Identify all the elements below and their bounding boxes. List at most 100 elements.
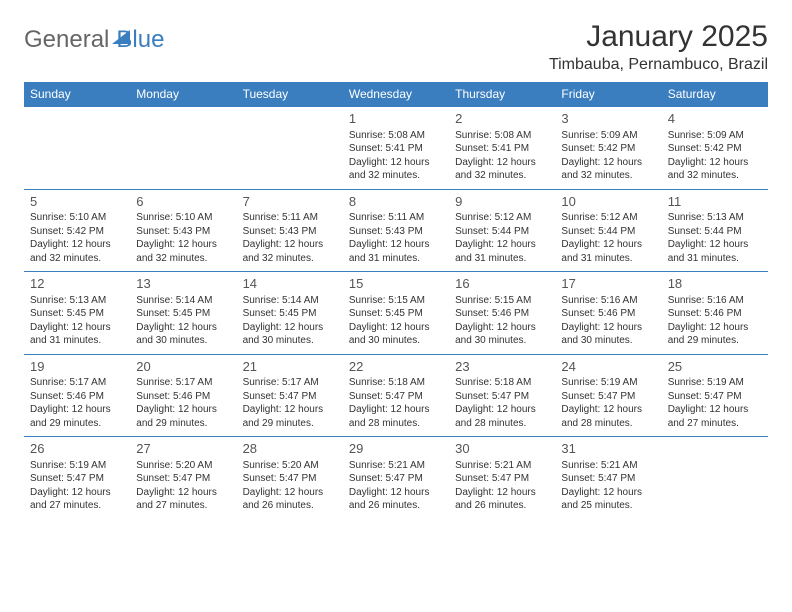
calendar-day-cell: 14Sunrise: 5:14 AMSunset: 5:45 PMDayligh… (237, 272, 343, 355)
sunset-line: Sunset: 5:44 PM (455, 225, 549, 239)
sunrise-line: Sunrise: 5:11 AM (349, 211, 443, 225)
calendar-day-cell: 16Sunrise: 5:15 AMSunset: 5:46 PMDayligh… (449, 272, 555, 355)
daylight-line: Daylight: 12 hours and 30 minutes. (561, 321, 655, 348)
sunrise-line: Sunrise: 5:17 AM (136, 376, 230, 390)
logo: General Blue (24, 20, 164, 54)
day-number: 26 (30, 440, 124, 458)
day-number: 28 (243, 440, 337, 458)
calendar-empty-cell (237, 107, 343, 190)
daylight-line: Daylight: 12 hours and 28 minutes. (349, 403, 443, 430)
day-number: 12 (30, 275, 124, 293)
daylight-line: Daylight: 12 hours and 29 minutes. (668, 321, 762, 348)
sunset-line: Sunset: 5:47 PM (455, 390, 549, 404)
day-number: 24 (561, 358, 655, 376)
day-header: Tuesday (237, 82, 343, 107)
sunset-line: Sunset: 5:43 PM (243, 225, 337, 239)
day-number: 1 (349, 110, 443, 128)
day-number: 21 (243, 358, 337, 376)
daylight-line: Daylight: 12 hours and 26 minutes. (349, 486, 443, 513)
calendar-day-cell: 7Sunrise: 5:11 AMSunset: 5:43 PMDaylight… (237, 189, 343, 272)
calendar-table: SundayMondayTuesdayWednesdayThursdayFrid… (24, 82, 768, 519)
sunrise-line: Sunrise: 5:20 AM (243, 459, 337, 473)
calendar-day-cell: 6Sunrise: 5:10 AMSunset: 5:43 PMDaylight… (130, 189, 236, 272)
day-number: 17 (561, 275, 655, 293)
calendar-day-cell: 22Sunrise: 5:18 AMSunset: 5:47 PMDayligh… (343, 354, 449, 437)
calendar-day-cell: 27Sunrise: 5:20 AMSunset: 5:47 PMDayligh… (130, 437, 236, 519)
calendar-day-cell: 12Sunrise: 5:13 AMSunset: 5:45 PMDayligh… (24, 272, 130, 355)
daylight-line: Daylight: 12 hours and 32 minutes. (349, 156, 443, 183)
calendar-day-cell: 11Sunrise: 5:13 AMSunset: 5:44 PMDayligh… (662, 189, 768, 272)
daylight-line: Daylight: 12 hours and 27 minutes. (136, 486, 230, 513)
day-number: 18 (668, 275, 762, 293)
daylight-line: Daylight: 12 hours and 32 minutes. (668, 156, 762, 183)
day-number: 3 (561, 110, 655, 128)
daylight-line: Daylight: 12 hours and 32 minutes. (561, 156, 655, 183)
sunset-line: Sunset: 5:45 PM (349, 307, 443, 321)
day-header: Wednesday (343, 82, 449, 107)
calendar-day-cell: 10Sunrise: 5:12 AMSunset: 5:44 PMDayligh… (555, 189, 661, 272)
sunset-line: Sunset: 5:44 PM (668, 225, 762, 239)
day-number: 20 (136, 358, 230, 376)
sunset-line: Sunset: 5:42 PM (30, 225, 124, 239)
day-number: 4 (668, 110, 762, 128)
sunrise-line: Sunrise: 5:21 AM (561, 459, 655, 473)
calendar-week-row: 12Sunrise: 5:13 AMSunset: 5:45 PMDayligh… (24, 272, 768, 355)
logo-word2: Blue (116, 26, 164, 54)
sunset-line: Sunset: 5:42 PM (561, 142, 655, 156)
daylight-line: Daylight: 12 hours and 32 minutes. (136, 238, 230, 265)
calendar-day-cell: 24Sunrise: 5:19 AMSunset: 5:47 PMDayligh… (555, 354, 661, 437)
calendar-day-cell: 18Sunrise: 5:16 AMSunset: 5:46 PMDayligh… (662, 272, 768, 355)
sunset-line: Sunset: 5:41 PM (349, 142, 443, 156)
sunrise-line: Sunrise: 5:13 AM (30, 294, 124, 308)
sunrise-line: Sunrise: 5:13 AM (668, 211, 762, 225)
calendar-empty-cell (130, 107, 236, 190)
calendar-day-cell: 17Sunrise: 5:16 AMSunset: 5:46 PMDayligh… (555, 272, 661, 355)
calendar-day-cell: 26Sunrise: 5:19 AMSunset: 5:47 PMDayligh… (24, 437, 130, 519)
calendar-week-row: 1Sunrise: 5:08 AMSunset: 5:41 PMDaylight… (24, 107, 768, 190)
daylight-line: Daylight: 12 hours and 29 minutes. (243, 403, 337, 430)
calendar-empty-cell (24, 107, 130, 190)
daylight-line: Daylight: 12 hours and 32 minutes. (243, 238, 337, 265)
sunrise-line: Sunrise: 5:19 AM (561, 376, 655, 390)
calendar-day-cell: 23Sunrise: 5:18 AMSunset: 5:47 PMDayligh… (449, 354, 555, 437)
daylight-line: Daylight: 12 hours and 28 minutes. (455, 403, 549, 430)
sunset-line: Sunset: 5:47 PM (668, 390, 762, 404)
daylight-line: Daylight: 12 hours and 30 minutes. (136, 321, 230, 348)
daylight-line: Daylight: 12 hours and 31 minutes. (349, 238, 443, 265)
sunrise-line: Sunrise: 5:10 AM (30, 211, 124, 225)
day-number: 22 (349, 358, 443, 376)
sunset-line: Sunset: 5:41 PM (455, 142, 549, 156)
sunrise-line: Sunrise: 5:18 AM (349, 376, 443, 390)
calendar-body: 1Sunrise: 5:08 AMSunset: 5:41 PMDaylight… (24, 107, 768, 519)
calendar-day-cell: 5Sunrise: 5:10 AMSunset: 5:42 PMDaylight… (24, 189, 130, 272)
sunrise-line: Sunrise: 5:19 AM (668, 376, 762, 390)
calendar-day-cell: 3Sunrise: 5:09 AMSunset: 5:42 PMDaylight… (555, 107, 661, 190)
calendar-day-cell: 21Sunrise: 5:17 AMSunset: 5:47 PMDayligh… (237, 354, 343, 437)
location: Timbauba, Pernambuco, Brazil (549, 56, 768, 74)
sunrise-line: Sunrise: 5:08 AM (349, 129, 443, 143)
sunrise-line: Sunrise: 5:15 AM (349, 294, 443, 308)
calendar-day-cell: 30Sunrise: 5:21 AMSunset: 5:47 PMDayligh… (449, 437, 555, 519)
daylight-line: Daylight: 12 hours and 31 minutes. (455, 238, 549, 265)
day-number: 13 (136, 275, 230, 293)
calendar-day-cell: 28Sunrise: 5:20 AMSunset: 5:47 PMDayligh… (237, 437, 343, 519)
daylight-line: Daylight: 12 hours and 27 minutes. (30, 486, 124, 513)
calendar-day-cell: 8Sunrise: 5:11 AMSunset: 5:43 PMDaylight… (343, 189, 449, 272)
day-number: 25 (668, 358, 762, 376)
daylight-line: Daylight: 12 hours and 31 minutes. (561, 238, 655, 265)
sunset-line: Sunset: 5:47 PM (349, 472, 443, 486)
daylight-line: Daylight: 12 hours and 30 minutes. (243, 321, 337, 348)
daylight-line: Daylight: 12 hours and 31 minutes. (30, 321, 124, 348)
sunset-line: Sunset: 5:47 PM (349, 390, 443, 404)
calendar-day-cell: 13Sunrise: 5:14 AMSunset: 5:45 PMDayligh… (130, 272, 236, 355)
day-header-row: SundayMondayTuesdayWednesdayThursdayFrid… (24, 82, 768, 107)
daylight-line: Daylight: 12 hours and 31 minutes. (668, 238, 762, 265)
sunset-line: Sunset: 5:43 PM (136, 225, 230, 239)
day-number: 27 (136, 440, 230, 458)
calendar-week-row: 5Sunrise: 5:10 AMSunset: 5:42 PMDaylight… (24, 189, 768, 272)
sunrise-line: Sunrise: 5:08 AM (455, 129, 549, 143)
sunrise-line: Sunrise: 5:17 AM (243, 376, 337, 390)
sunset-line: Sunset: 5:45 PM (243, 307, 337, 321)
calendar-day-cell: 31Sunrise: 5:21 AMSunset: 5:47 PMDayligh… (555, 437, 661, 519)
calendar-empty-cell (662, 437, 768, 519)
